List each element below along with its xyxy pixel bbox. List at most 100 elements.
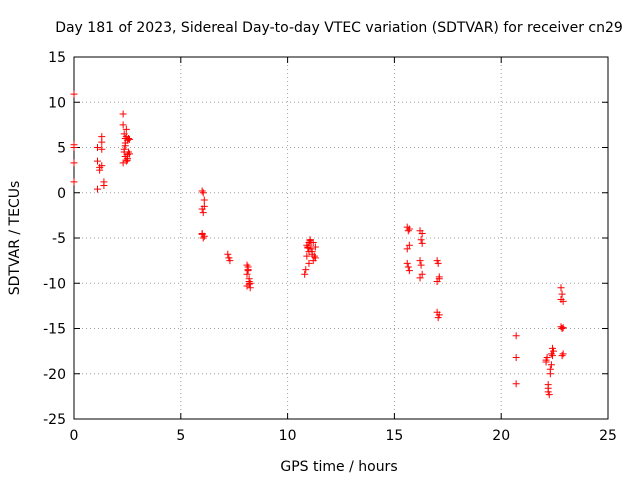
data-point [70, 90, 78, 98]
data-point [119, 121, 127, 129]
data-point [243, 270, 251, 278]
chart-title: Day 181 of 2023, Sidereal Day-to-day VTE… [55, 20, 623, 36]
data-point [404, 227, 412, 235]
data-point [512, 332, 520, 340]
data-point [98, 138, 106, 146]
data-point [226, 257, 234, 265]
data-point [405, 241, 413, 249]
data-point [119, 159, 127, 167]
y-tick-label: -20 [43, 367, 66, 383]
data-point [70, 178, 78, 186]
data-point [93, 185, 101, 193]
data-point [433, 308, 441, 316]
data-point [405, 267, 413, 275]
data-point [224, 250, 232, 258]
x-tick-label: 5 [176, 428, 185, 444]
data-point [309, 239, 317, 247]
y-tick-label: -10 [43, 276, 66, 292]
data-point [418, 270, 426, 278]
data-point [512, 353, 520, 361]
data-point [403, 259, 411, 267]
data-point [123, 156, 131, 164]
gridlines [74, 57, 608, 419]
data-point [558, 352, 566, 360]
data-point [418, 229, 426, 237]
data-point [547, 350, 555, 358]
data-point [305, 259, 313, 267]
y-tick-label: -25 [43, 412, 66, 428]
data-point [417, 261, 425, 269]
data-point [547, 361, 555, 369]
data-point [93, 144, 101, 151]
data-point [433, 277, 441, 285]
data-point [416, 274, 424, 282]
data-point [303, 252, 311, 260]
y-axis-label: SDTVAR / TECUs [7, 181, 23, 296]
data-point [435, 273, 443, 281]
data-point [512, 380, 520, 388]
data-point [98, 145, 106, 153]
data-point [124, 148, 132, 156]
data-point [198, 230, 206, 238]
data-point [301, 270, 309, 278]
data-point [418, 239, 426, 247]
data-point [543, 353, 551, 361]
y-tick-label: -15 [43, 322, 66, 338]
data-point [120, 145, 128, 153]
data-point [548, 352, 556, 360]
data-point [557, 284, 565, 292]
data-point [199, 234, 207, 242]
data-point [405, 225, 413, 233]
y-tick-label: 5 [57, 141, 66, 157]
data-point [93, 157, 101, 165]
data-point [559, 350, 567, 358]
data-point [548, 344, 556, 352]
data-point [199, 209, 207, 217]
x-tick-label: 10 [279, 428, 297, 444]
data-point [544, 388, 552, 396]
data-point [304, 244, 312, 252]
data-point [416, 257, 424, 265]
data-point [126, 150, 134, 158]
x-axis-label: GPS time / hours [280, 459, 397, 475]
data-point [122, 125, 130, 133]
data-point [311, 243, 319, 251]
data-point [70, 159, 78, 167]
data-point [558, 290, 566, 298]
data-point [557, 296, 565, 304]
data-point [434, 259, 442, 267]
data-point [119, 110, 127, 118]
y-tick-label: -5 [52, 231, 66, 247]
data-point [100, 182, 108, 190]
data-point [558, 325, 566, 332]
data-point [308, 248, 316, 256]
x-tick-label: 0 [70, 428, 79, 444]
x-tick-label: 20 [492, 428, 510, 444]
data-point [245, 280, 253, 288]
data-point [417, 236, 425, 244]
y-tick-label: 0 [57, 186, 66, 202]
data-point [310, 252, 318, 260]
data-point [96, 166, 104, 174]
data-point [311, 254, 319, 262]
axis-ticks: 0 5 10 15 20 25 -25 -20 -15 -10 -5 0 5 10 15 [43, 50, 617, 444]
data-point [200, 196, 208, 204]
data-point [434, 314, 442, 322]
data-point [403, 245, 411, 253]
data-point [121, 142, 129, 150]
data-point [542, 358, 550, 366]
data-point [124, 134, 132, 142]
data-point [306, 237, 314, 245]
data-point [302, 266, 310, 274]
data-point [246, 284, 254, 292]
data-point [559, 324, 567, 332]
data-point [546, 365, 554, 373]
data-point [198, 187, 206, 195]
x-tick-label: 15 [385, 428, 403, 444]
data-point [244, 267, 252, 275]
data-point [243, 261, 251, 269]
x-tick-label: 25 [599, 428, 617, 444]
y-tick-label: 15 [48, 50, 66, 66]
